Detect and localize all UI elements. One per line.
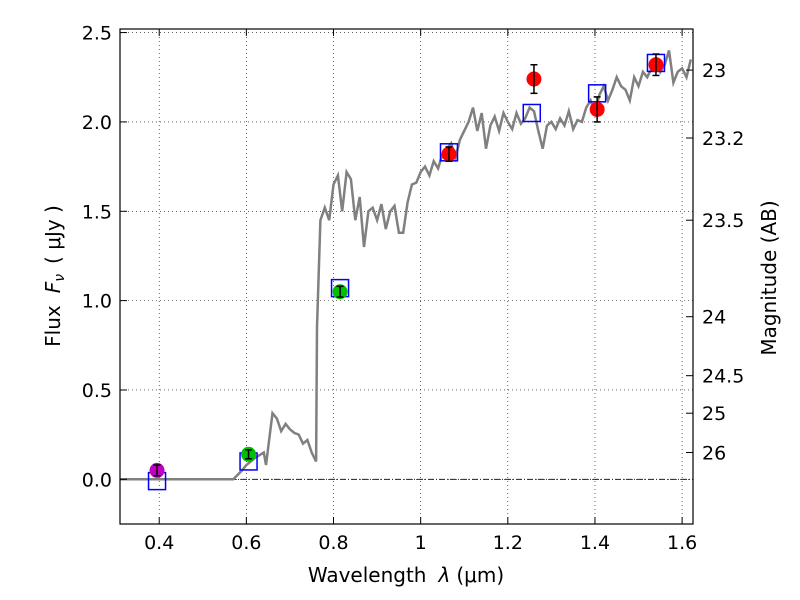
- y-axis-left: 0.0 0.5 1.0 1.5 2.0 2.5: [82, 23, 127, 491]
- x-axis-title-variable: λ: [438, 563, 451, 587]
- x-axis-title: Wavelength λ (μm): [308, 563, 504, 587]
- y-axis-title-subscript: ν: [52, 274, 68, 282]
- y-tick-label-4: 2.0: [82, 112, 112, 134]
- model-spectrum-line: [120, 50, 693, 481]
- x-tick-label-2: 0.8: [318, 532, 348, 554]
- right-tick-label-1: 23.2: [702, 128, 744, 150]
- y-tick-label-0: 0.0: [82, 469, 112, 491]
- model-photometry-squares: [147, 53, 666, 491]
- x-tick-label-3: 1: [415, 532, 427, 554]
- x-axis-title-unit: (μm): [456, 563, 504, 587]
- right-tick-label-2: 23.5: [702, 210, 744, 232]
- x-axis: 0.4 0.6 0.8 1 1.2 1.4 1.6: [144, 29, 697, 554]
- x-tick-label-1: 0.6: [231, 532, 261, 554]
- x-axis-title-prefix: Wavelength: [308, 563, 427, 587]
- y-axis-title-unit: ( μJy ): [41, 205, 65, 264]
- y-axis-right: 23 23.2 23.5 24 24.5 25 26: [686, 60, 744, 465]
- right-tick-label-5: 25: [702, 403, 726, 425]
- grid: [120, 29, 693, 524]
- x-tick-label-0: 0.4: [144, 532, 174, 554]
- y-axis-title: Flux Fν ( μJy ): [41, 205, 68, 347]
- y-tick-label-1: 0.5: [82, 380, 112, 402]
- plot-frame: [119, 28, 694, 525]
- x-tick-label-4: 1.2: [493, 532, 523, 554]
- y-tick-label-5: 2.5: [82, 23, 112, 45]
- y-axis-title-prefix: Flux: [41, 305, 65, 347]
- right-tick-label-6: 26: [702, 443, 726, 465]
- x-tick-label-5: 1.4: [580, 532, 610, 554]
- y-tick-label-3: 1.5: [82, 201, 112, 223]
- y-tick-label-2: 1.0: [82, 291, 112, 313]
- right-tick-label-0: 23: [702, 60, 726, 82]
- right-axis-title: Magnitude (AB): [757, 200, 781, 355]
- x-tick-label-6: 1.6: [667, 532, 697, 554]
- y-axis-title-variable: F: [41, 281, 65, 293]
- model-photometry-square-4: [522, 103, 542, 123]
- observed-photometry-points: [149, 53, 664, 478]
- right-tick-label-4: 24.5: [702, 366, 744, 388]
- right-tick-label-3: 24: [702, 307, 726, 329]
